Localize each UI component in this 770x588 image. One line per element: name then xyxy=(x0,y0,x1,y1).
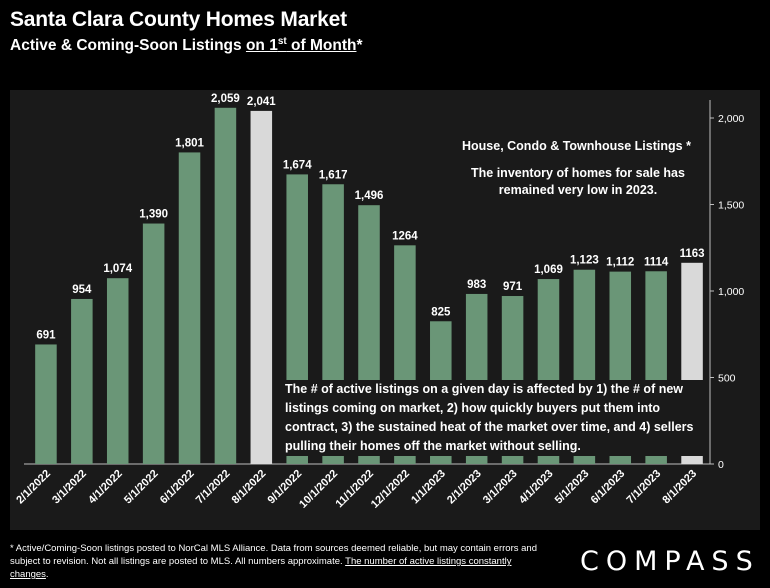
footnote-underlined: The number of active listings constantly… xyxy=(10,556,512,580)
data-label: 2,041 xyxy=(247,96,276,108)
data-label: 1163 xyxy=(680,248,705,260)
y-tick-label: 500 xyxy=(718,373,736,385)
data-label: 983 xyxy=(467,279,486,291)
footnote: * Active/Coming-Soon listings posted to … xyxy=(10,543,537,580)
x-tick-label: 7/1/2022 xyxy=(194,468,233,507)
x-tick-label: 4/1/2022 xyxy=(86,468,125,507)
x-tick-label: 2/1/2022 xyxy=(14,468,53,507)
x-tick-label: 10/1/2022 xyxy=(297,468,340,511)
compass-logo: COMPASS xyxy=(580,546,760,577)
bar xyxy=(178,152,201,464)
data-label: 1,123 xyxy=(570,255,599,267)
x-tick-label: 5/1/2023 xyxy=(553,468,592,507)
subtitle-prefix: Active & Coming-Soon Listings xyxy=(10,37,246,55)
bar xyxy=(71,298,93,464)
data-label: 1,674 xyxy=(283,159,312,171)
legend-note: House, Condo & Townhouse Listings * xyxy=(462,139,691,153)
x-tick-label: 6/1/2022 xyxy=(158,468,197,507)
x-tick-label: 6/1/2023 xyxy=(589,468,628,507)
explanation-note: The # of active listings on a given day … xyxy=(285,380,705,456)
x-tick-label: 1/1/2023 xyxy=(409,468,448,507)
y-tick-label: 1,500 xyxy=(718,200,744,212)
x-tick-label: 4/1/2023 xyxy=(517,468,556,507)
data-label: 1,617 xyxy=(319,169,348,181)
data-label: 1264 xyxy=(392,230,418,242)
y-tick-label: 2,000 xyxy=(718,113,744,125)
x-tick-label: 3/1/2023 xyxy=(481,468,520,507)
data-label: 1,069 xyxy=(534,264,563,276)
data-label: 1,112 xyxy=(606,257,634,269)
x-tick-label: 8/1/2023 xyxy=(660,468,699,507)
bar xyxy=(106,278,129,464)
data-label: 954 xyxy=(72,284,92,296)
data-label: 1,496 xyxy=(355,190,384,202)
data-label: 1,074 xyxy=(103,263,132,275)
bar xyxy=(35,344,57,464)
subtitle-underlined: on 1st of Month xyxy=(245,36,357,55)
x-tick-label: 2/1/2023 xyxy=(445,468,484,507)
y-tick-label: 0 xyxy=(718,459,724,471)
bar xyxy=(214,107,237,464)
subtitle-suffix: * xyxy=(356,37,363,55)
data-label: 691 xyxy=(36,329,56,341)
x-tick-label: 5/1/2022 xyxy=(122,468,161,507)
x-tick-label: 7/1/2023 xyxy=(625,468,664,507)
chart-subtitle: Active & Coming-Soon Listings on 1st of … xyxy=(10,36,363,55)
data-label: 2,059 xyxy=(211,93,240,105)
bar-highlighted xyxy=(250,110,273,465)
data-label: 825 xyxy=(431,306,451,318)
data-label: 1,390 xyxy=(139,209,168,221)
y-tick-label: 1,000 xyxy=(718,286,744,298)
x-tick-label: 8/1/2022 xyxy=(230,468,269,507)
data-label: 971 xyxy=(503,281,523,293)
data-label: 1114 xyxy=(644,256,669,268)
inventory-note: The inventory of homes for sale has rema… xyxy=(471,166,685,197)
x-tick-label: 12/1/2022 xyxy=(369,468,412,511)
data-label: 1,801 xyxy=(175,137,204,149)
plot-area xyxy=(10,90,760,530)
chart-title: Santa Clara County Homes Market xyxy=(10,8,347,31)
bar xyxy=(142,223,165,464)
x-tick-label: 3/1/2022 xyxy=(50,468,89,507)
